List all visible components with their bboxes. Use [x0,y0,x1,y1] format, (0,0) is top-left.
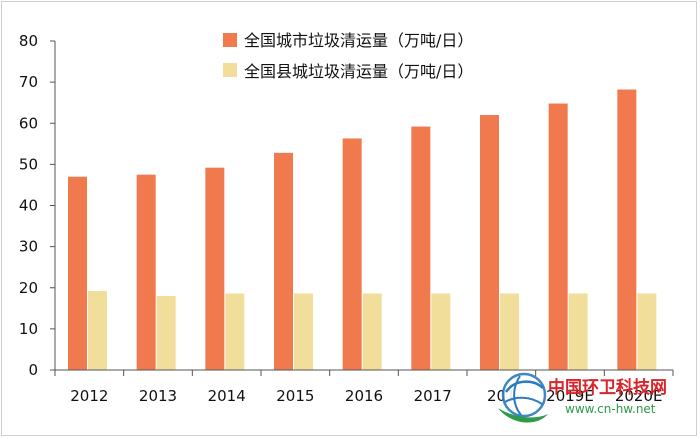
globe-logo-icon [498,372,548,423]
legend: 全国城市垃圾清运量（万吨/日） 全国县城垃圾清运量（万吨/日） [223,31,473,81]
bar-county-2019E [568,293,588,370]
x-tick-label: 2015 [276,387,314,405]
bar-city-2016 [342,138,362,370]
bar-city-2015 [274,152,293,370]
bar-county-2020E [637,293,657,370]
bar-city-2017 [411,126,431,370]
y-tick-label: 0 [28,361,38,379]
x-tick-label: 2014 [208,387,246,405]
bar-city-2019E [548,103,568,370]
watermark: 中国环卫科技网 www.cn-hw.net [498,372,667,423]
y-tick-label: 50 [19,155,38,173]
bar-county-2016 [362,293,382,370]
x-tick-label: 2016 [345,387,383,405]
watermark-url: www.cn-hw.net [565,402,656,416]
y-tick-label: 70 [19,73,38,91]
y-tick-label: 40 [19,197,38,215]
watermark-title: 中国环卫科技网 [548,377,667,398]
bar-city-2014 [205,167,225,370]
x-tick-label: 2020E [615,387,663,405]
bar-city-2013 [136,174,156,370]
bar-county-2018 [500,293,519,370]
y-tick-label: 60 [19,114,38,132]
bar-county-2014 [225,293,245,370]
bar-city-2018 [480,115,499,371]
bar-county-2013 [156,295,176,370]
bars [68,89,657,371]
legend-swatch-city [223,33,237,47]
y-axis: 0 10 20 30 40 50 60 70 80 [19,32,56,379]
y-tick-label: 80 [19,32,38,50]
x-tick-label: 2013 [139,387,177,405]
bar-county-2012 [88,291,107,370]
bar-county-2015 [294,293,313,370]
y-tick-label: 30 [19,238,38,256]
legend-label-county: 全国县城垃圾清运量（万吨/日） [244,62,473,81]
x-tick-label: 2012 [70,387,108,405]
x-axis: 2012 2013 2014 2015 2016 2017 201 2019E 2020E [54,369,674,405]
legend-swatch-county [223,63,237,77]
bar-city-2012 [68,176,87,370]
bar-county-2017 [431,293,451,370]
y-tick-label: 10 [19,320,38,338]
bar-city-2020E [617,89,637,370]
x-tick-label: 2019E [546,387,594,405]
legend-label-city: 全国城市垃圾清运量（万吨/日） [244,31,473,50]
x-tick-label: 2017 [414,387,452,405]
y-tick-label: 20 [19,279,38,297]
